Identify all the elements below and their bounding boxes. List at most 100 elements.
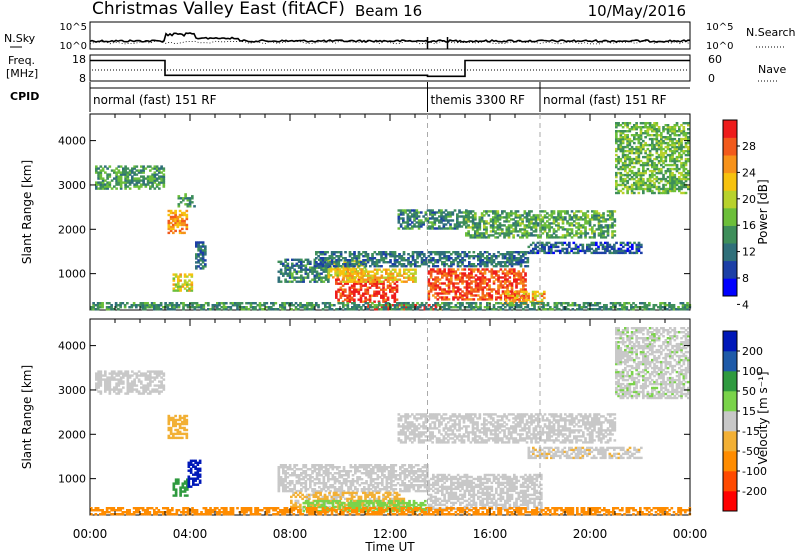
- heatmap-cell: [528, 220, 531, 223]
- heatmap-cell: [660, 143, 663, 147]
- heatmap-cell: [635, 122, 638, 125]
- heatmap-cell: [682, 145, 686, 149]
- heatmap-cell: [522, 294, 525, 297]
- heatmap-cell: [626, 126, 629, 129]
- heatmap-cell: [630, 128, 634, 131]
- heatmap-cell: [633, 191, 636, 195]
- heatmap-cell: [222, 304, 226, 307]
- heatmap-cell: [174, 494, 178, 497]
- heatmap-cell: [429, 286, 433, 289]
- heatmap-cell: [406, 227, 410, 230]
- heatmap-cell: [648, 153, 652, 157]
- heatmap-cell: [122, 376, 125, 379]
- heatmap-cell: [423, 253, 426, 256]
- heatmap-cell: [382, 261, 386, 264]
- heatmap-cell: [628, 122, 632, 125]
- heatmap-cell: [678, 134, 681, 137]
- heatmap-cell: [651, 169, 654, 173]
- heatmap-cell: [651, 183, 654, 187]
- heatmap-cell: [555, 218, 558, 221]
- heatmap-cell: [626, 187, 629, 191]
- heatmap-cell: [441, 282, 444, 285]
- heatmap-cell: [317, 255, 320, 258]
- heatmap-cell: [139, 306, 143, 309]
- heatmap-cell: [407, 268, 411, 271]
- heatmap-cell: [441, 298, 444, 301]
- heatmap-cell: [297, 258, 301, 261]
- heatmap-cell: [324, 276, 328, 279]
- heatmap-cell: [369, 265, 372, 268]
- heatmap-cell: [467, 214, 470, 217]
- heatmap-cell: [622, 241, 625, 245]
- heatmap-cell: [389, 255, 392, 258]
- heatmap-cell: [671, 185, 674, 189]
- heatmap-cell: [384, 278, 388, 281]
- heatmap-cell: [479, 306, 482, 309]
- heatmap-cell: [297, 270, 301, 273]
- heatmap-cell: [517, 290, 521, 293]
- heatmap-cell: [671, 141, 674, 145]
- heatmap-cell: [328, 306, 332, 309]
- heatmap-cell: [633, 126, 636, 129]
- heatmap-cell: [167, 209, 171, 213]
- heatmap-cell: [533, 304, 536, 307]
- heatmap-cell: [337, 265, 341, 268]
- heatmap-cell: [155, 306, 158, 309]
- heatmap-cell: [520, 300, 524, 304]
- heatmap-cell: [651, 147, 654, 151]
- heatmap-cell: [644, 141, 647, 145]
- heatmap-cell: [653, 130, 656, 133]
- heatmap-cell: [515, 280, 518, 283]
- heatmap-cell: [642, 177, 645, 181]
- heatmap-cell: [522, 286, 525, 289]
- heatmap-cell: [470, 276, 473, 279]
- heatmap-cell: [615, 159, 618, 163]
- heatmap-cell: [462, 223, 466, 226]
- heatmap-cell: [513, 255, 516, 258]
- heatmap-cell: [284, 266, 287, 269]
- heatmap-cell: [417, 215, 421, 218]
- heatmap-cell: [407, 306, 410, 309]
- heatmap-cell: [577, 251, 580, 255]
- heatmap-cell: [334, 270, 337, 273]
- heatmap-cell: [653, 161, 656, 165]
- heatmap-cell: [503, 236, 506, 239]
- heatmap-cell: [541, 232, 545, 235]
- heatmap-cell: [108, 183, 112, 186]
- heatmap-cell: [441, 270, 444, 273]
- heatmap-cell: [369, 280, 372, 283]
- heatmap-cell: [633, 147, 636, 151]
- heatmap-cell: [575, 232, 578, 235]
- heatmap-cell: [579, 243, 582, 247]
- heatmap-cell: [364, 274, 368, 277]
- heatmap-cell: [628, 139, 632, 143]
- heatmap-cell: [450, 263, 453, 266]
- heatmap-cell: [675, 187, 679, 191]
- heatmap-cell: [471, 214, 475, 217]
- heatmap-cell: [396, 265, 399, 268]
- heatmap-cell: [172, 424, 175, 428]
- heatmap-cell: [508, 259, 512, 262]
- heatmap-cell: [339, 253, 343, 256]
- heatmap-cell: [183, 213, 186, 217]
- heatmap-cell: [463, 265, 467, 268]
- heatmap-cell: [619, 167, 623, 171]
- heatmap-cell: [128, 386, 132, 389]
- heatmap-cell: [385, 304, 388, 307]
- heatmap-cell: [99, 390, 103, 393]
- heatmap-cell: [398, 274, 402, 277]
- heatmap-cell: [110, 306, 113, 309]
- heatmap-cell: [162, 386, 166, 389]
- heatmap-cell: [447, 302, 451, 305]
- heatmap-cell: [198, 467, 202, 470]
- heatmap-cell: [648, 189, 652, 193]
- heatmap-cell: [573, 224, 576, 227]
- heatmap-cell: [660, 149, 663, 153]
- heatmap-cell: [516, 214, 520, 217]
- heatmap-cell: [490, 268, 494, 271]
- heatmap-cell: [187, 465, 191, 468]
- heatmap-cell: [669, 173, 672, 177]
- heatmap-cell: [682, 122, 686, 125]
- heatmap-cell: [550, 247, 553, 251]
- heatmap-cell: [489, 226, 493, 229]
